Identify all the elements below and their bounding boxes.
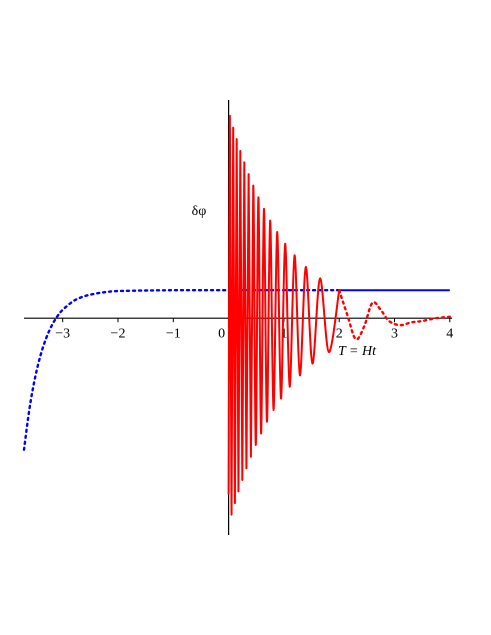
x-tick-label: 2 [336,326,343,341]
series-line [227,114,341,516]
x-tick-label: −3 [55,326,70,341]
series-line [337,289,451,341]
x-tick-label: −1 [166,326,181,341]
series-line [22,289,341,451]
x-tick-label: 4 [446,326,453,341]
y-axis-label: δφ [192,204,207,219]
x-tick-label: 0 [218,326,225,341]
x-tick-label: 1 [280,326,287,341]
x-tick-label: 3 [391,326,398,341]
x-tick-label: −2 [111,326,126,341]
x-axis-label: T = Ht [338,344,377,359]
